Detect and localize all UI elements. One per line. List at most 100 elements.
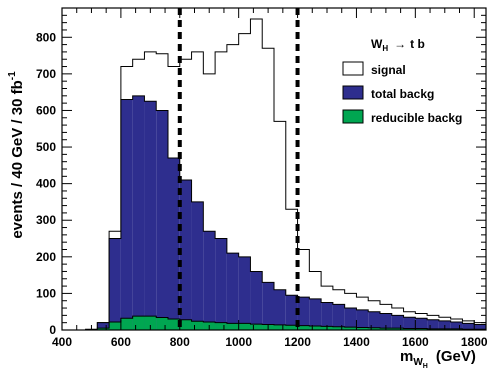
reducible-backg-bar bbox=[403, 328, 416, 330]
y-tick-label: 400 bbox=[36, 177, 56, 191]
x-axis-ticks: 400 600 800 1000 1200 1400 1600 1800 bbox=[52, 8, 488, 349]
total-background-histogram bbox=[85, 95, 487, 331]
x-tick-label: 1600 bbox=[402, 335, 429, 349]
signal-bar bbox=[226, 44, 239, 330]
x-tick-label: 800 bbox=[170, 335, 190, 349]
reducible-backg-bar bbox=[168, 319, 180, 330]
signal-bar bbox=[238, 33, 251, 330]
x-tick-label: 1400 bbox=[343, 335, 370, 349]
reducible-backg-bar bbox=[109, 321, 121, 330]
total-backg-bar bbox=[474, 324, 486, 330]
signal-bar bbox=[215, 51, 227, 331]
legend-label-reducible-backg: reducible backg bbox=[371, 111, 462, 125]
y-tick-label: 200 bbox=[36, 250, 56, 264]
reducible-backg-bar bbox=[368, 327, 380, 330]
x-tick-label: 1000 bbox=[225, 335, 252, 349]
y-tick-label: 700 bbox=[36, 67, 56, 81]
total-backg-bar bbox=[297, 297, 310, 330]
y-tick-label: 600 bbox=[36, 103, 56, 117]
y-tick-label: 0 bbox=[49, 323, 56, 337]
total-backg-bar bbox=[427, 319, 439, 330]
x-axis-title-m: m bbox=[400, 348, 413, 365]
reducible-backg-bar bbox=[415, 328, 428, 330]
legend-swatch-total-backg bbox=[342, 85, 364, 100]
reducible-backg-bar bbox=[285, 325, 298, 330]
total-backg-bar bbox=[391, 315, 404, 330]
y-axis-title-text: events / 40 GeV / 30 fb bbox=[9, 80, 26, 238]
legend-swatch-signal bbox=[342, 61, 364, 76]
reducible-backg-outline bbox=[85, 315, 487, 331]
reducible-backg-bar bbox=[215, 322, 227, 330]
total-backg-bar bbox=[203, 231, 216, 330]
signal-bar bbox=[250, 18, 263, 331]
signal-bar bbox=[191, 51, 204, 331]
x-tick-label: 1200 bbox=[284, 335, 311, 349]
legend-swatch-reducible-backg bbox=[342, 109, 364, 124]
reducible-backg-bar bbox=[238, 323, 251, 330]
reducible-backg-bar bbox=[144, 316, 157, 330]
reducible-backg-bar bbox=[297, 325, 310, 330]
total-backg-bar bbox=[168, 158, 180, 330]
total-backg-bar bbox=[368, 311, 380, 330]
total-backg-outline bbox=[85, 95, 487, 331]
total-backg-bar bbox=[120, 99, 133, 331]
total-backg-bar bbox=[403, 317, 416, 330]
reducible-background-histogram bbox=[85, 315, 487, 331]
x-tick-label: 400 bbox=[52, 335, 72, 349]
signal-outline bbox=[85, 18, 487, 330]
signal-bar bbox=[297, 249, 310, 330]
reducible-backg-bar bbox=[344, 327, 357, 330]
total-backg-bar bbox=[344, 308, 357, 330]
legend-title-rest: t b bbox=[410, 37, 425, 51]
total-backg-bar bbox=[356, 309, 369, 330]
legend-title: WH → t b bbox=[371, 37, 425, 53]
total-backg-bar bbox=[156, 110, 168, 330]
reducible-backg-bar bbox=[332, 326, 345, 330]
reducible-backg-bar bbox=[250, 324, 263, 330]
x-axis-title: mWH (GeV) bbox=[400, 348, 476, 370]
y-axis-title: events / 40 GeV / 30 fb-1 bbox=[7, 71, 26, 239]
total-backg-bar bbox=[238, 256, 251, 330]
signal-bar bbox=[203, 73, 216, 330]
total-backg-bar bbox=[274, 289, 286, 330]
total-backg-bar bbox=[332, 304, 345, 330]
total-backg-bar bbox=[250, 271, 263, 330]
reducible-backg-bar bbox=[226, 323, 239, 330]
reducible-backg-bar bbox=[132, 316, 145, 330]
total-backg-bar bbox=[285, 295, 298, 330]
reducible-backg-bar bbox=[156, 317, 168, 330]
y-tick-label: 500 bbox=[36, 140, 56, 154]
x-axis-title-sub-w: W bbox=[413, 357, 423, 368]
total-backg-bar bbox=[380, 313, 392, 330]
reducible-backg-bar bbox=[191, 321, 204, 330]
signal-bar bbox=[285, 209, 298, 330]
reducible-backg-bar bbox=[97, 328, 110, 330]
legend-title-w: W bbox=[371, 37, 383, 51]
legend-label-total-backg: total backg bbox=[371, 87, 434, 101]
total-backg-bar bbox=[262, 282, 274, 330]
x-tick-label: 1800 bbox=[461, 335, 488, 349]
reducible-backg-bar bbox=[179, 319, 192, 330]
y-tick-label: 300 bbox=[36, 213, 56, 227]
y-axis-ticks: 0 100 200 300 400 500 600 700 800 bbox=[36, 7, 486, 337]
reducible-backg-bar bbox=[309, 325, 322, 330]
legend-title-arrow: → bbox=[394, 37, 406, 51]
legend-label-signal: signal bbox=[371, 63, 406, 77]
signal-bar bbox=[274, 121, 286, 330]
y-tick-label: 800 bbox=[36, 30, 56, 44]
total-backg-bar bbox=[309, 298, 322, 330]
legend-title-sub: H bbox=[382, 44, 388, 53]
total-backg-bar bbox=[462, 323, 475, 330]
legend: WH → t b signal total backg reducible backg bbox=[342, 37, 462, 125]
x-axis-title-unit: (GeV) bbox=[436, 348, 476, 365]
cut-lines bbox=[177, 8, 300, 330]
total-backg-bar bbox=[450, 321, 463, 330]
reducible-backg-bar bbox=[356, 327, 369, 330]
total-backg-bar bbox=[191, 201, 204, 330]
x-tick-label: 600 bbox=[111, 335, 131, 349]
reducible-backg-bar bbox=[120, 318, 133, 330]
reducible-backg-bar bbox=[274, 324, 286, 330]
total-backg-bar bbox=[226, 253, 239, 330]
x-axis-title-sub-h: H bbox=[423, 363, 428, 370]
